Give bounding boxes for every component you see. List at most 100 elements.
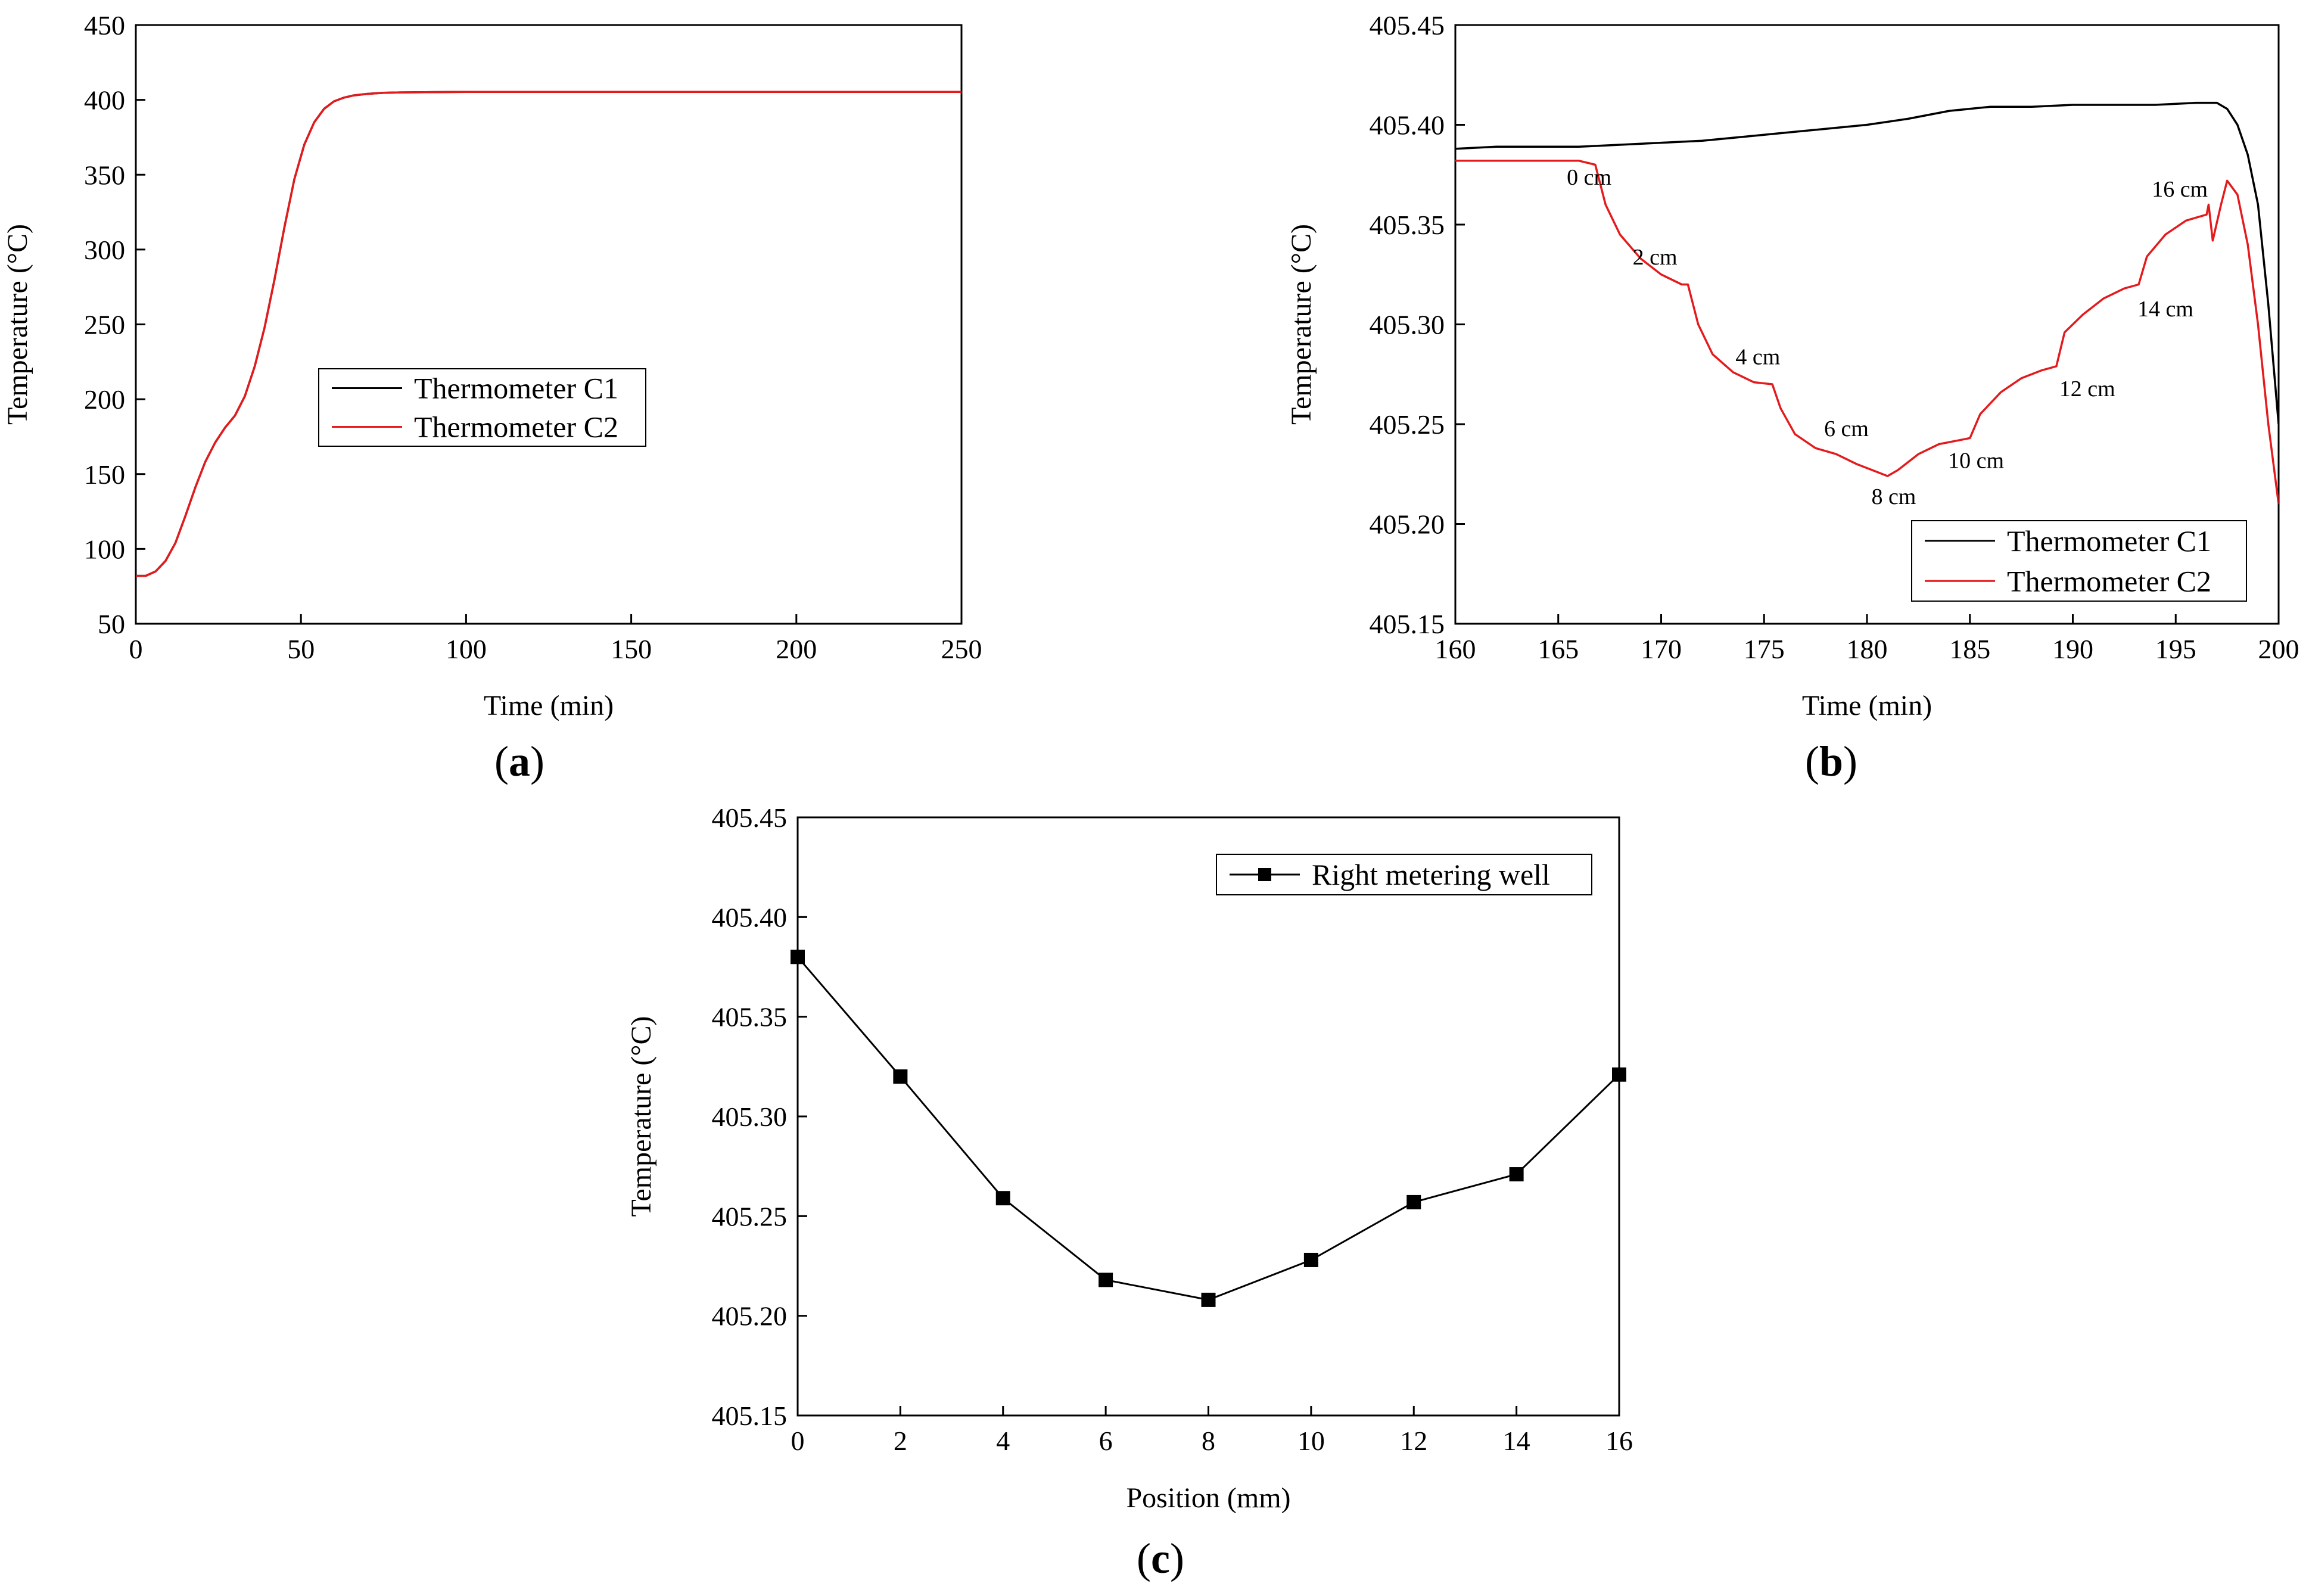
y-tick-label: 405.45: [1370, 10, 1445, 41]
legend-entry: Thermometer C2: [414, 410, 618, 444]
data-point: [1509, 1167, 1524, 1182]
panel-label-part: (: [1805, 738, 1819, 785]
y-tick-label: 100: [84, 534, 125, 564]
x-tick-label: 16: [1605, 1426, 1633, 1456]
data-point: [1406, 1194, 1421, 1209]
y-tick-label: 405.45: [712, 802, 788, 833]
y-tick-label: 405.30: [1370, 310, 1445, 340]
y-tick-label: 405.25: [1370, 409, 1445, 440]
x-tick-label: 180: [1847, 634, 1888, 664]
annotation-label: 16 cm: [2152, 177, 2208, 202]
annotation-label: 4 cm: [1735, 345, 1780, 370]
x-tick-label: 2: [894, 1426, 907, 1456]
legend-box: [318, 368, 646, 447]
y-axis-label: Temperature (°C): [1286, 224, 1317, 425]
legend: Right metering well: [1216, 854, 1592, 895]
panel-label-part: ): [1170, 1535, 1184, 1582]
panel-label: (c): [1137, 1535, 1184, 1582]
series-line-2: [1455, 160, 2279, 505]
series-line-1: [798, 956, 1619, 1301]
legend-box: [1911, 520, 2247, 602]
annotation-label: 12 cm: [2059, 377, 2115, 402]
panel-label-part: a: [509, 738, 530, 785]
data-point: [1201, 1292, 1216, 1307]
y-tick-label: 405.25: [712, 1201, 788, 1231]
legend-entry: Right metering well: [1312, 858, 1550, 891]
x-tick-label: 200: [2258, 634, 2299, 664]
x-axis-label: Time (min): [484, 690, 614, 721]
x-tick-label: 6: [1099, 1426, 1113, 1456]
y-tick-label: 300: [84, 235, 125, 265]
y-axis-label: Temperature (°C): [2, 224, 33, 425]
y-tick-label: 50: [98, 609, 125, 639]
annotation-label: 8 cm: [1871, 484, 1916, 509]
plot-area: [798, 956, 1619, 1301]
legend: Thermometer C1 Thermometer C2: [318, 368, 646, 447]
legend-entry: Thermometer C2: [2007, 564, 2211, 598]
x-tick-label: 175: [1744, 634, 1785, 664]
panel-label: (a): [494, 738, 544, 785]
data-point: [1612, 1067, 1626, 1082]
legend-entry: Thermometer C1: [414, 372, 618, 405]
x-tick-label: 14: [1503, 1426, 1530, 1456]
legend: Thermometer C1 Thermometer C2: [1911, 520, 2247, 602]
legend-entry: Thermometer C1: [2007, 524, 2211, 558]
data-point: [1303, 1252, 1318, 1267]
annotation-label: 2 cm: [1633, 245, 1678, 270]
y-tick-label: 400: [84, 85, 125, 116]
y-tick-label: 450: [84, 10, 125, 41]
panel-label-part: (: [494, 738, 509, 785]
x-tick-label: 250: [941, 634, 982, 664]
panel-label-part: b: [1819, 738, 1843, 785]
x-tick-label: 185: [1949, 634, 1990, 664]
x-axis-label: Time (min): [1802, 690, 1932, 721]
panel-b: 160 165 170 175 180 185 190 195 200 405.15 405.20 4…: [1286, 10, 2299, 785]
data-point: [995, 1191, 1010, 1206]
series-line-2: [136, 91, 961, 577]
x-tick-label: 165: [1538, 634, 1579, 664]
x-tick-label: 170: [1641, 634, 1682, 664]
x-tick-label: 10: [1297, 1426, 1325, 1456]
panel-a: 0 50 100 150 200 2505010015020025030035040045…: [2, 10, 982, 785]
y-tick-label: 250: [84, 310, 125, 340]
panel-label: (b): [1805, 738, 1857, 785]
annotation-label: 10 cm: [1948, 449, 2004, 474]
data-point: [1099, 1273, 1113, 1287]
x-tick-label: 195: [2155, 634, 2196, 664]
series-line-1: [136, 91, 961, 577]
x-tick-label: 100: [446, 634, 487, 664]
y-tick-label: 200: [84, 384, 125, 415]
x-tick-label: 4: [996, 1426, 1010, 1456]
x-tick-label: 8: [1202, 1426, 1215, 1456]
y-tick-label: 150: [84, 459, 125, 490]
y-tick-label: 405.35: [1370, 210, 1445, 240]
y-tick-label: 405.20: [712, 1301, 788, 1331]
panel-label-part: ): [1843, 738, 1857, 785]
x-tick-label: 150: [611, 634, 652, 664]
legend-marker: [1258, 868, 1271, 881]
plot-frame: [796, 816, 1620, 1417]
series-line-1: [1455, 101, 2279, 425]
y-tick-label: 405.40: [712, 902, 788, 932]
panel-label-part: c: [1151, 1535, 1170, 1582]
plot-area: [1455, 101, 2279, 505]
x-tick-label: 200: [776, 634, 817, 664]
plot-frame: [135, 24, 963, 625]
y-axis-label: Temperature (°C): [626, 1016, 657, 1217]
panel-label-part: ): [530, 738, 544, 785]
x-tick-label: 0: [129, 634, 143, 664]
x-tick-label: 12: [1400, 1426, 1427, 1456]
panel-c: 0 2 4 6 8 10 12 14 16 405.15 405.20 405.25 405.30 405…: [626, 802, 1633, 1582]
y-tick-label: 405.35: [712, 1002, 788, 1032]
x-tick-label: 190: [2052, 634, 2093, 664]
y-tick-label: 405.15: [1370, 609, 1445, 639]
data-point: [893, 1069, 908, 1084]
plot-area: [136, 91, 961, 577]
y-tick-label: 405.15: [712, 1401, 788, 1431]
x-tick-label: 0: [791, 1426, 805, 1456]
annotation-label: 6 cm: [1824, 416, 1869, 441]
panel-label-part: (: [1137, 1535, 1151, 1582]
y-tick-label: 405.20: [1370, 509, 1445, 540]
data-point: [791, 950, 805, 965]
